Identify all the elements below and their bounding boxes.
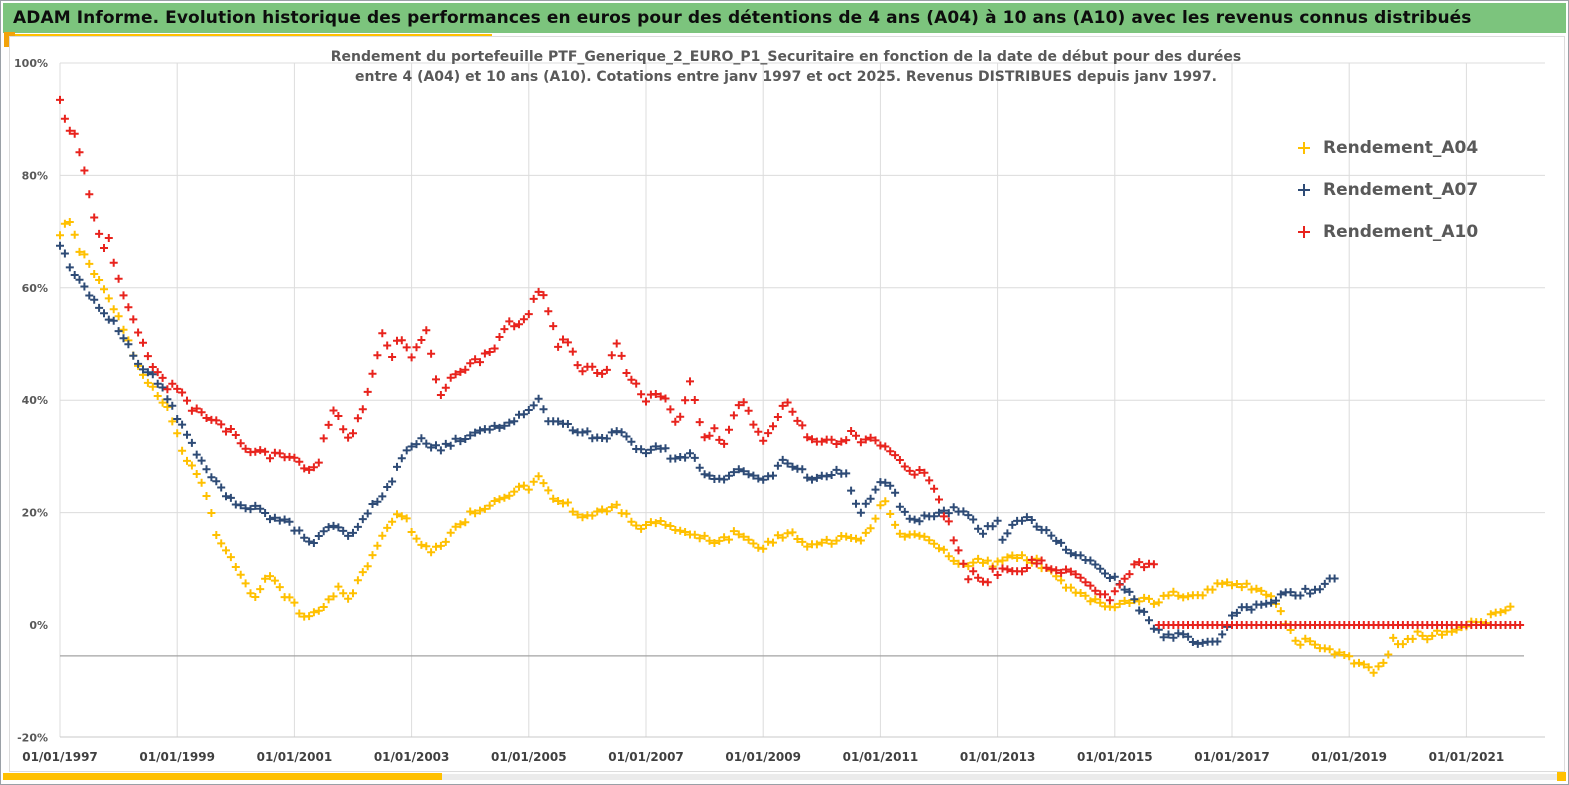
chart-title-line2: entre 4 (A04) et 10 ans (A10). Cotations… (355, 69, 1217, 85)
x-tick-label: 01/01/2013 (960, 750, 1036, 764)
header-accent-underline (9, 34, 492, 37)
y-tick-label: 20% (22, 507, 48, 520)
plus-marker-icon (1298, 142, 1310, 154)
x-tick-label: 01/01/2021 (1429, 750, 1505, 764)
x-tick-label: 01/01/2017 (1194, 750, 1270, 764)
legend-item-rendement-a10[interactable]: Rendement_A10 (1297, 218, 1478, 246)
legend-item-rendement-a07[interactable]: Rendement_A07 (1297, 176, 1478, 204)
legend-item-rendement-a04[interactable]: Rendement_A04 (1297, 134, 1478, 162)
footer-accent-strip (3, 773, 442, 780)
series-markers-rendement_a07 (56, 241, 1339, 648)
x-tick-label: 01/01/2007 (608, 750, 684, 764)
footer-corner-accent (1557, 772, 1566, 781)
chart-title: Rendement du portefeuille PTF_Generique_… (61, 47, 1511, 87)
plus-marker-icon (1298, 226, 1310, 238)
x-tick-label: 01/01/2009 (725, 750, 801, 764)
plus-marker-icon (1298, 184, 1310, 196)
y-tick-label: 60% (22, 282, 48, 295)
report-header-bar: ADAM Informe. Evolution historique des p… (3, 3, 1566, 33)
chart-title-line1: Rendement du portefeuille PTF_Generique_… (330, 49, 1242, 65)
x-tick-label: 01/01/1999 (139, 750, 215, 764)
y-tick-label: 40% (22, 394, 48, 407)
x-tick-label: 01/01/2003 (374, 750, 450, 764)
x-tick-label: 01/01/2001 (257, 750, 333, 764)
legend-label: Rendement_A10 (1323, 222, 1479, 242)
legend-label: Rendement_A07 (1323, 180, 1479, 200)
y-tick-label: 80% (22, 169, 48, 182)
y-tick-label: 0% (29, 619, 48, 632)
legend-label: Rendement_A04 (1323, 138, 1479, 158)
series-markers-rendement_a04 (56, 218, 1515, 677)
x-tick-label: 01/01/2011 (843, 750, 919, 764)
y-tick-label: -20% (17, 731, 48, 744)
y-tick-label: 100% (14, 57, 48, 70)
report-title: ADAM Informe. Evolution historique des p… (13, 8, 1472, 28)
x-tick-label: 01/01/2015 (1077, 750, 1153, 764)
x-tick-label: 01/01/1997 (22, 750, 98, 764)
x-tick-label: 01/01/2019 (1311, 750, 1387, 764)
footer-scrollbar-strip[interactable] (442, 774, 1557, 780)
series-markers-rendement_a10 (56, 95, 1525, 629)
x-tick-label: 01/01/2005 (491, 750, 567, 764)
chart-legend: Rendement_A04 Rendement_A07 Rendement_A1… (1297, 134, 1478, 260)
